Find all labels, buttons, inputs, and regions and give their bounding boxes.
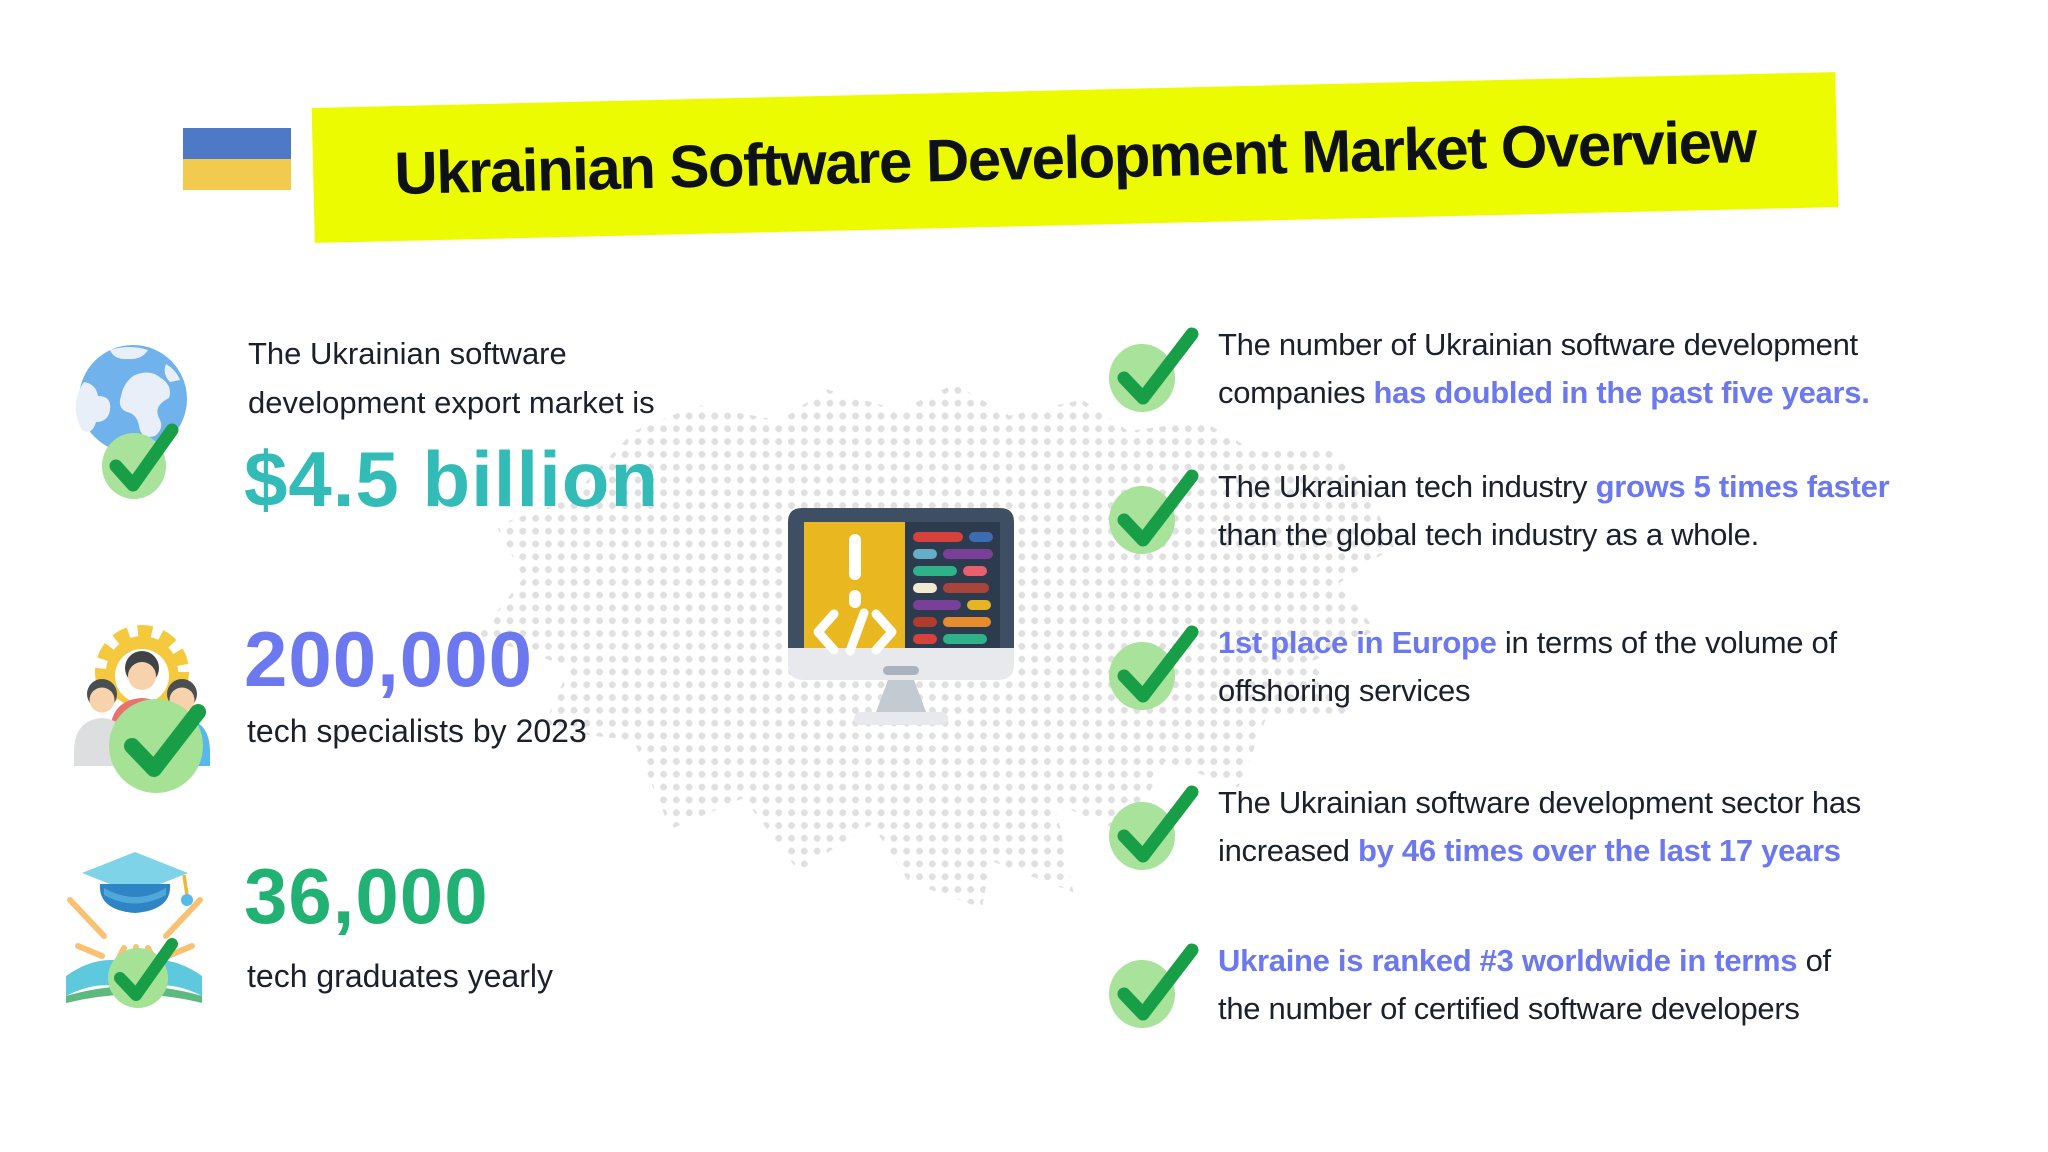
check-icon [1109,625,1199,710]
fact-highlight: by 46 times over the last 17 years [1358,833,1841,868]
check-icon [1109,469,1199,554]
fact-highlight: 1st place in Europe [1218,625,1497,660]
fact-highlight: grows 5 times faster [1595,469,1890,504]
fact-plain-text: than the global tech industry as a whole… [1218,517,1759,552]
code-monitor-icon [788,508,1014,725]
page-title: Ukrainian Software Development Market Ov… [393,107,1757,208]
fact-companies-doubled: The number of Ukrainian software develop… [1218,321,2028,417]
team-gear-check-icon [74,625,210,793]
stat-specialists-value: 200,000 [244,615,533,703]
fact-highlight: has doubled in the past five years. [1373,375,1870,410]
fact-first-place-europe: 1st place in Europe in terms of the volu… [1218,619,2028,715]
stat-graduates-label: tech graduates yearly [247,958,553,994]
fact-plain-text: The number of Ukrainian software develop… [1218,327,1858,410]
stat-graduates-value: 36,000 [244,852,489,940]
fact-plain-text: in terms of the volume of offshoring ser… [1218,625,1837,708]
fact-increased-46-times: The Ukrainian software development secto… [1218,779,2028,875]
stat-export-value: $4.5 billion [244,435,660,523]
fact-plain-text: The Ukrainian software development secto… [1218,785,1861,868]
flag-yellow-stripe [183,159,291,190]
ukraine-flag-icon [183,128,291,190]
check-icon [1109,327,1199,412]
check-icon [1109,943,1199,1028]
fact-plain-text: of the number of certified software deve… [1218,943,1831,1026]
fact-highlight: Ukraine is ranked #3 worldwide in terms [1218,943,1798,978]
title-banner: Ukrainian Software Development Market Ov… [311,72,1839,243]
stat-export-label: The Ukrainian software development expor… [248,336,655,420]
globe-check-icon [75,345,187,499]
fact-grows-faster: The Ukrainian tech industry grows 5 time… [1218,463,2028,559]
graduation-check-icon [66,852,203,1008]
fact-plain-text: The Ukrainian tech industry [1218,469,1596,504]
check-icon [1109,785,1199,870]
flag-blue-stripe [183,128,291,159]
stat-specialists-label: tech specialists by 2023 [247,713,587,749]
fact-ranked-third: Ukraine is ranked #3 worldwide in terms … [1218,937,2028,1033]
